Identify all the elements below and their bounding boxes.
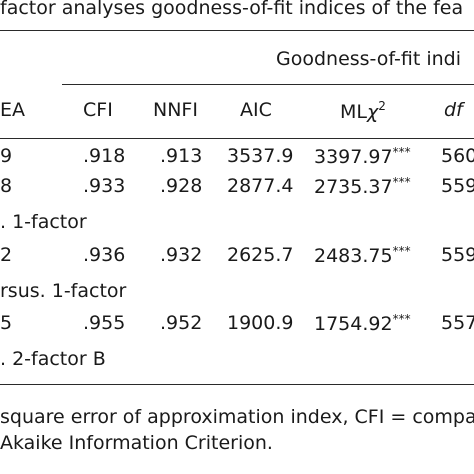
cell-df: 559 bbox=[441, 175, 474, 197]
cell-aic: 2877.4 bbox=[227, 175, 294, 197]
cell-ml: 2735.37*** bbox=[314, 175, 411, 198]
bottom-rule bbox=[0, 384, 474, 385]
ml-value: 3397.97 bbox=[314, 146, 393, 168]
cell-rmsea: 8 bbox=[0, 175, 13, 197]
cell-rmsea: 2 bbox=[0, 244, 13, 266]
group-header: Goodness-of-fit indi bbox=[276, 48, 462, 70]
cell-cfi: .955 bbox=[83, 312, 126, 334]
subhead-1: . 1-factor bbox=[0, 211, 87, 233]
header-ml-chi2: MLχ2 bbox=[340, 99, 386, 123]
cell-rmsea: 5 bbox=[0, 312, 13, 334]
cell-rmsea: 9 bbox=[0, 145, 13, 167]
group-rule bbox=[62, 84, 474, 85]
footnote-2: Akaike Information Criterion. bbox=[0, 432, 273, 454]
cell-df: 557 bbox=[441, 312, 474, 334]
significance-stars: *** bbox=[392, 244, 411, 258]
cell-df: 560 bbox=[441, 145, 474, 167]
cell-ml: 2483.75*** bbox=[314, 244, 411, 267]
cell-nnfi: .932 bbox=[160, 244, 203, 266]
cell-df: 559 bbox=[441, 244, 474, 266]
cell-aic: 3537.9 bbox=[227, 145, 294, 167]
header-df: df bbox=[444, 99, 463, 121]
table-title: factor analyses goodness-of-fit indices … bbox=[0, 0, 464, 19]
cell-nnfi: .913 bbox=[160, 145, 203, 167]
cell-ml: 3397.97*** bbox=[314, 145, 411, 168]
cell-cfi: .918 bbox=[83, 145, 126, 167]
significance-stars: *** bbox=[392, 145, 411, 159]
header-rmsea: EA bbox=[0, 99, 26, 121]
cell-ml: 1754.92*** bbox=[314, 312, 411, 335]
header-cfi: CFI bbox=[83, 99, 113, 121]
cell-aic: 2625.7 bbox=[227, 244, 294, 266]
cell-cfi: .933 bbox=[83, 175, 126, 197]
cell-nnfi: .952 bbox=[160, 312, 203, 334]
header-nnfi: NNFI bbox=[153, 99, 198, 121]
subhead-3: . 2-factor B bbox=[0, 348, 106, 370]
top-rule bbox=[0, 30, 474, 31]
header-rule bbox=[0, 138, 474, 139]
header-aic: AIC bbox=[240, 99, 272, 121]
ml-value: 2483.75 bbox=[314, 245, 393, 267]
chi-superscript: 2 bbox=[378, 99, 386, 113]
chi-symbol: χ bbox=[366, 101, 379, 123]
cell-aic: 1900.9 bbox=[227, 312, 294, 334]
significance-stars: *** bbox=[392, 312, 411, 326]
cell-nnfi: .928 bbox=[160, 175, 203, 197]
ml-value: 1754.92 bbox=[314, 313, 393, 335]
subhead-2: rsus. 1-factor bbox=[0, 280, 127, 302]
ml-value: 2735.37 bbox=[314, 176, 393, 198]
footnote-1: square error of approximation index, CFI… bbox=[0, 406, 474, 428]
significance-stars: *** bbox=[392, 175, 411, 189]
ml-label: ML bbox=[340, 101, 367, 123]
cell-cfi: .936 bbox=[83, 244, 126, 266]
